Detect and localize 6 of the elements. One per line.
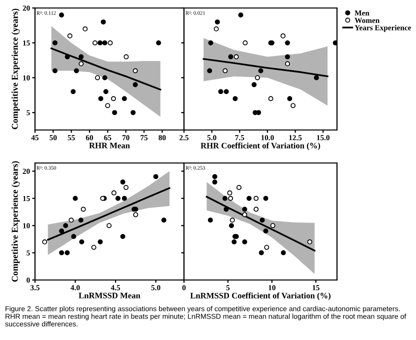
y-axis-title: Competitive Experience (years): [12, 8, 20, 130]
x-axis-title: LnRMSSD Mean: [78, 292, 140, 298]
x-axis-title: RHR Coefficient of Variation (%): [200, 142, 320, 150]
y-axis-title: Competitive Experience (years): [12, 161, 20, 282]
x-axis-title: RHR Mean: [89, 142, 130, 148]
x-axis-title: LnRMSSD Coefficient of Variation (%): [190, 292, 331, 300]
